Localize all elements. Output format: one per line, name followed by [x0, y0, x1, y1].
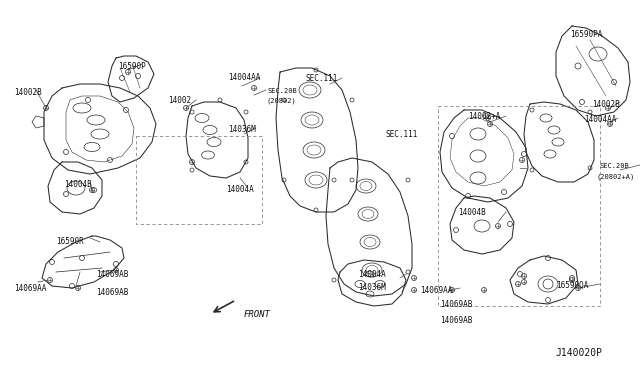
Text: 16590P: 16590P — [118, 62, 146, 71]
Text: 14069AB: 14069AB — [96, 288, 129, 297]
Text: 14004B: 14004B — [64, 180, 92, 189]
Text: 14002+A: 14002+A — [468, 112, 500, 121]
Text: SEC.20B: SEC.20B — [267, 88, 297, 94]
Text: 14069AB: 14069AB — [440, 300, 472, 309]
Text: SEC.111: SEC.111 — [386, 130, 419, 139]
Text: 14036M: 14036M — [228, 125, 256, 134]
Text: 14004AA: 14004AA — [228, 73, 260, 82]
Text: 16590QA: 16590QA — [556, 281, 588, 290]
Text: SEC.111: SEC.111 — [306, 74, 339, 83]
Text: (20802): (20802) — [267, 97, 297, 103]
Text: 14069AB: 14069AB — [96, 270, 129, 279]
Text: 14002B: 14002B — [592, 100, 620, 109]
Text: 14002B: 14002B — [14, 88, 42, 97]
Text: 14004A: 14004A — [358, 270, 386, 279]
Text: (20802+A): (20802+A) — [596, 173, 634, 180]
Text: 14069AA: 14069AA — [14, 284, 46, 293]
Text: SEC.20B: SEC.20B — [600, 163, 630, 169]
Text: 14004B: 14004B — [458, 208, 486, 217]
Text: 16590PA: 16590PA — [570, 30, 602, 39]
Text: 16590R: 16590R — [56, 237, 84, 246]
Text: 14004A: 14004A — [226, 185, 253, 194]
Text: J140020P: J140020P — [555, 348, 602, 358]
Text: 14036M: 14036M — [358, 283, 386, 292]
Text: 14004AA: 14004AA — [584, 115, 616, 124]
Text: 14069AB: 14069AB — [440, 316, 472, 325]
Text: 14002: 14002 — [168, 96, 191, 105]
Text: 14069AA: 14069AA — [420, 286, 452, 295]
Text: FRONT: FRONT — [244, 310, 271, 319]
